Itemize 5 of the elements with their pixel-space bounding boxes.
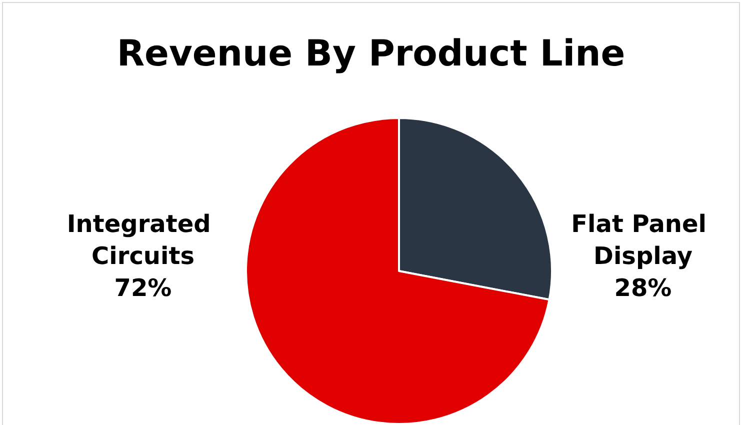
slice-label: Flat Panel Display <box>571 210 715 270</box>
data-label: 28% <box>614 274 672 302</box>
slice-label: Integrated Circuits <box>66 210 220 270</box>
data-label: 72% <box>114 274 172 302</box>
chart-title: Revenue By Product Line <box>116 34 626 74</box>
